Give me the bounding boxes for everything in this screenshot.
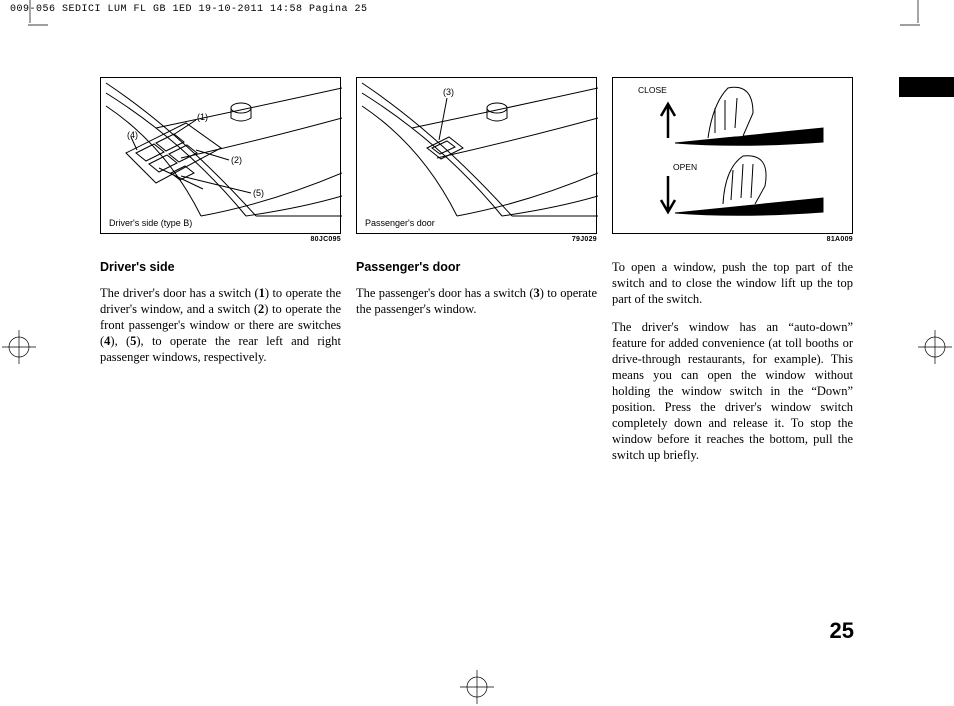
figure3-code: 81A009 — [612, 236, 853, 243]
heading-passenger: Passenger's door — [356, 259, 597, 275]
para-driver: The driver's door has a switch (1) to op… — [100, 285, 341, 365]
callout-5: (5) — [253, 188, 264, 198]
figure2-caption: Passenger's door — [365, 218, 435, 228]
page-body: (1) (4) (2) (5) Driver's side (type B) 8… — [100, 77, 858, 475]
callout-2: (2) — [231, 155, 242, 165]
label-close: CLOSE — [638, 85, 667, 95]
print-header: 009-056 SEDICI LUM FL GB 1ED 19-10-2011 … — [0, 0, 378, 19]
heading-driver: Driver's side — [100, 259, 341, 275]
registration-right — [918, 330, 952, 364]
callout-1: (1) — [197, 112, 208, 122]
callout-3: (3) — [443, 87, 454, 97]
registration-bottom — [460, 670, 494, 704]
driver-side-diagram: (1) (4) (2) (5) — [101, 78, 342, 233]
column-driver: Driver's side The driver's door has a sw… — [100, 259, 341, 475]
figure1-caption: Driver's side (type B) — [109, 218, 192, 228]
para-auto-down: The driver's window has an “auto-down” f… — [612, 319, 853, 463]
crop-mark-top-right — [900, 0, 920, 26]
switch-operation-diagram: CLOSE OPEN — [613, 78, 854, 233]
label-open: OPEN — [673, 162, 697, 172]
thumb-tab — [899, 77, 954, 97]
crop-mark-top-left — [28, 0, 48, 26]
callout-4: (4) — [127, 130, 138, 140]
figure-passenger-door: (3) Passenger's door 79J029 — [356, 77, 597, 243]
figure-driver-side: (1) (4) (2) (5) Driver's side (type B) 8… — [100, 77, 341, 243]
passenger-diagram: (3) — [357, 78, 598, 233]
page-number: 25 — [830, 618, 854, 644]
column-passenger: Passenger's door The passenger's door ha… — [356, 259, 597, 475]
column-operation: To open a window, push the top part of t… — [612, 259, 853, 475]
figure2-code: 79J029 — [356, 236, 597, 243]
figure1-code: 80JC095 — [100, 236, 341, 243]
para-open-close: To open a window, push the top part of t… — [612, 259, 853, 307]
para-passenger: The passenger's door has a switch (3) to… — [356, 285, 597, 317]
figure-switch-operation: CLOSE OPEN 81A009 — [612, 77, 853, 243]
registration-left — [2, 330, 36, 364]
